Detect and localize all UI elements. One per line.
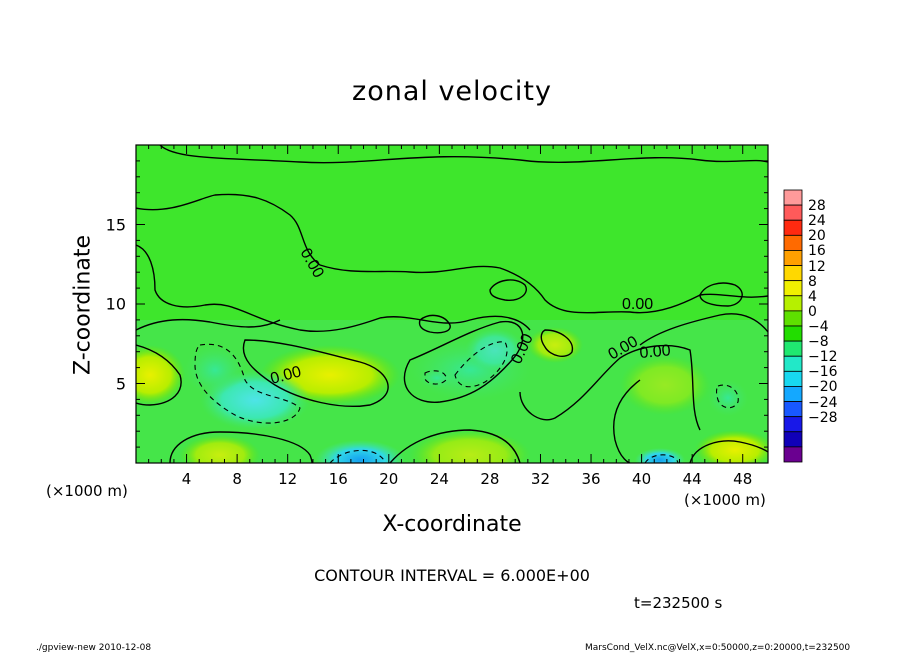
colorbar-label: 28 [808, 198, 826, 215]
x-unit-label: (×1000 m) [46, 482, 128, 500]
colorbar-swatch [783, 310, 803, 327]
x-tick-label: 20 [379, 470, 399, 488]
colorbar-label: 4 [808, 288, 817, 305]
colorbar-label: 20 [808, 228, 826, 245]
x-tick-label: 12 [278, 470, 298, 488]
footer-right: MarsCond_VelX.nc@VelX,x=0:50000,z=0:2000… [585, 643, 851, 653]
x-tick-label: 8 [232, 470, 242, 488]
colorbar-swatch [783, 189, 803, 206]
colorbar-label: −12 [808, 349, 838, 366]
colorbar-swatch [783, 250, 803, 266]
x-tick-label: 16 [328, 470, 348, 488]
x-unit-label-right: (×1000 m) [684, 491, 766, 509]
colorbar-swatch [783, 295, 803, 312]
x-tick-label: 4 [181, 470, 192, 488]
y-tick-label: 10 [105, 294, 126, 314]
colorbar-label: 24 [808, 213, 826, 230]
velocity-field: 0.00 0.00 0.00 0.00 0.00 0.00 [136, 145, 768, 463]
colorbar [783, 189, 803, 463]
colorbar-label: −24 [808, 394, 838, 411]
colorbar-swatch [783, 386, 803, 402]
contour-label: 0.00 [622, 296, 653, 313]
colorbar-swatch [783, 355, 803, 372]
colorbar-label: 16 [808, 243, 826, 260]
x-tick-label: 44 [682, 470, 702, 488]
colorbar-swatch [783, 431, 803, 448]
contour-label: 0.00 [639, 342, 672, 362]
tick-marks [136, 145, 768, 463]
colorbar-label: 8 [808, 273, 817, 290]
colorbar-swatch [783, 446, 803, 463]
colorbar-swatch [783, 325, 803, 342]
footer-left: ./gpview-new 2010-12-08 [36, 643, 152, 653]
time-stamp: t=232500 s [634, 594, 723, 612]
colorbar-label: −4 [808, 319, 829, 335]
colorbar-swatch [783, 219, 803, 236]
x-tick-label: 48 [733, 470, 753, 488]
colorbar-label: −20 [808, 379, 838, 396]
x-axis-label: X-coordinate [382, 512, 522, 537]
x-tick-label: 24 [429, 470, 449, 488]
colorbar-label: −16 [808, 364, 838, 381]
colorbar-swatch [783, 370, 803, 387]
contour-interval: CONTOUR INTERVAL = 6.000E+00 [314, 566, 590, 585]
colorbar-label: −28 [808, 409, 838, 426]
colorbar-swatch [783, 265, 803, 282]
x-tick-label: 36 [581, 470, 601, 488]
colorbar-label: −8 [808, 334, 829, 351]
x-tick-label: 28 [480, 470, 500, 488]
chart-title: zonal velocity [352, 76, 552, 107]
colorbar-swatch [783, 416, 803, 433]
y-tick-label: 15 [105, 215, 126, 234]
x-tick-label: 32 [530, 470, 551, 488]
colorbar-label: 0 [808, 303, 817, 320]
colorbar-label: 12 [808, 258, 826, 275]
colorbar-swatch [783, 401, 803, 418]
colorbar-swatch [783, 234, 803, 251]
colorbar-swatch [783, 280, 803, 297]
x-tick-label: 40 [632, 470, 652, 488]
y-tick-label: 5 [115, 374, 126, 393]
colorbar-swatch [783, 340, 803, 357]
colorbar-swatch [783, 204, 803, 221]
y-axis-label: Z-coordinate [70, 235, 96, 375]
